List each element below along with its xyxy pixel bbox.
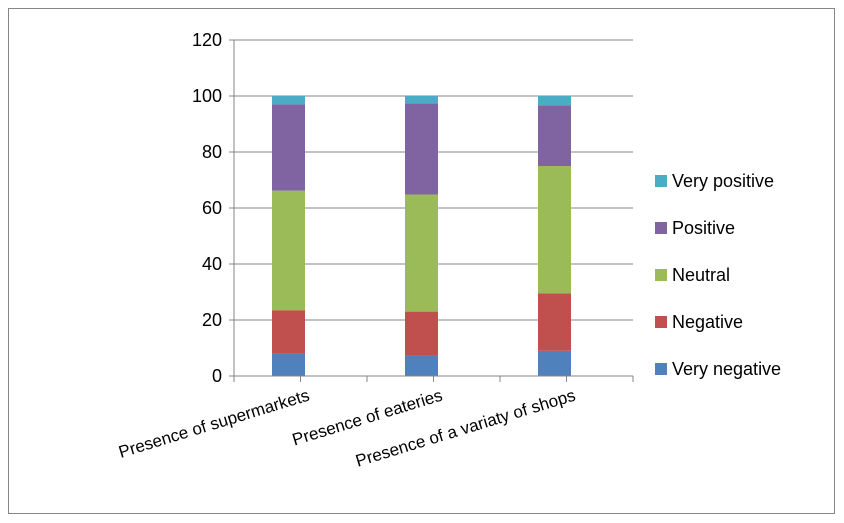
bar-segment	[405, 96, 438, 104]
bar-segment	[272, 104, 305, 191]
legend-label: Very positive	[672, 171, 774, 191]
y-tick-label: 0	[212, 366, 222, 386]
bar-segment	[538, 105, 571, 166]
legend: Very positive Positive Neutral Negative Very…	[655, 171, 781, 379]
legend-swatch	[655, 175, 667, 187]
y-tick-label: 120	[192, 30, 222, 50]
axes	[229, 39, 634, 382]
bar-segment	[538, 350, 571, 376]
bar-segment	[538, 293, 571, 351]
legend-label: Positive	[672, 218, 735, 238]
bar-segment	[272, 310, 305, 354]
bar-segment	[405, 355, 438, 376]
bars	[272, 96, 571, 376]
y-tick-label: 100	[192, 86, 222, 106]
legend-label: Neutral	[672, 265, 730, 285]
category-label: Presence of a variaty of shops	[353, 386, 577, 471]
chart-frame: 0 20 40 60 80 100 120 Presence of supermarkets…	[8, 8, 835, 514]
y-tick-labels: 0 20 40 60 80 100 120	[192, 30, 222, 386]
legend-swatch	[655, 316, 667, 328]
y-tick-label: 20	[202, 310, 222, 330]
bar-segment	[405, 194, 438, 312]
bar-segment	[272, 190, 305, 311]
legend-label: Negative	[672, 312, 743, 332]
legend-label: Very negative	[672, 359, 781, 379]
bar-segment	[538, 166, 571, 294]
bar-segment	[405, 311, 438, 356]
category-label: Presence of supermarkets	[116, 386, 311, 462]
bar-segment	[405, 103, 438, 195]
stacked-bar-chart: 0 20 40 60 80 100 120 Presence of supermarkets…	[116, 30, 781, 471]
legend-swatch	[655, 363, 667, 375]
legend-swatch	[655, 222, 667, 234]
y-tick-label: 40	[202, 254, 222, 274]
bar-segment	[272, 353, 305, 376]
bar-segment	[538, 96, 571, 106]
bar-segment	[272, 96, 305, 105]
y-tick-label: 60	[202, 198, 222, 218]
legend-swatch	[655, 269, 667, 281]
y-tick-label: 80	[202, 142, 222, 162]
